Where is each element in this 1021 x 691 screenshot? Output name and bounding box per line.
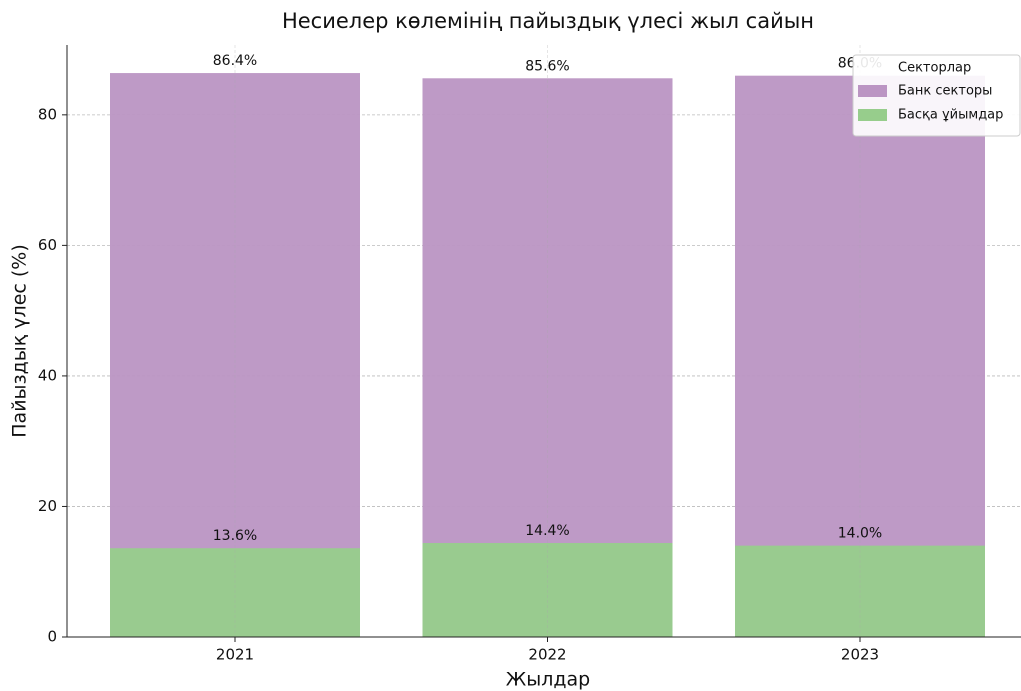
- data-label: 85.6%: [525, 58, 569, 74]
- chart-title: Несиелер көлемінің пайыздық үлесі жыл са…: [282, 9, 814, 33]
- legend-swatch: [858, 85, 887, 97]
- x-tick-label: 2022: [528, 646, 566, 664]
- data-label: 14.0%: [838, 526, 882, 542]
- data-label: 86.4%: [213, 53, 257, 69]
- x-tick-label: 2021: [216, 646, 254, 664]
- y-tick-label: 40: [38, 366, 57, 384]
- legend-box: [852, 54, 1021, 137]
- y-tick-label: 20: [38, 497, 57, 515]
- y-axis-label: Пайыздық үлес (%): [9, 244, 31, 437]
- legend-swatch: [858, 109, 887, 121]
- legend-label: Басқа ұйымдар: [898, 108, 1003, 123]
- x-axis-label: Жылдар: [506, 669, 590, 691]
- y-tick-label: 60: [38, 236, 57, 254]
- y-tick-label: 80: [38, 105, 57, 123]
- data-label: 13.6%: [213, 528, 257, 544]
- legend-title: Секторлар: [898, 61, 971, 76]
- y-tick-label: 0: [47, 628, 57, 646]
- x-tick-label: 2023: [841, 646, 879, 664]
- legend-label: Банк секторы: [898, 84, 992, 99]
- data-label: 14.4%: [525, 523, 569, 539]
